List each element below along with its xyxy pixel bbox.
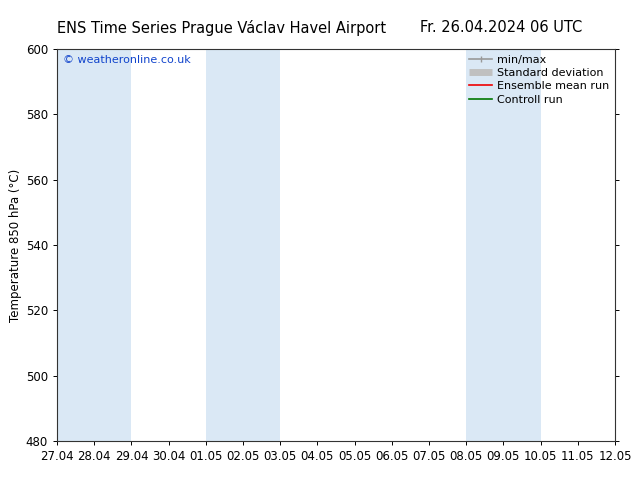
Bar — [466, 49, 541, 441]
Text: © weatheronline.co.uk: © weatheronline.co.uk — [63, 55, 190, 65]
Y-axis label: Temperature 850 hPa (°C): Temperature 850 hPa (°C) — [9, 169, 22, 321]
Bar — [206, 49, 280, 441]
Bar — [57, 49, 131, 441]
Bar — [615, 49, 634, 441]
Text: ENS Time Series Prague Václav Havel Airport: ENS Time Series Prague Václav Havel Airp… — [57, 20, 387, 36]
Legend: min/max, Standard deviation, Ensemble mean run, Controll run: min/max, Standard deviation, Ensemble me… — [469, 54, 609, 104]
Text: Fr. 26.04.2024 06 UTC: Fr. 26.04.2024 06 UTC — [420, 20, 582, 35]
